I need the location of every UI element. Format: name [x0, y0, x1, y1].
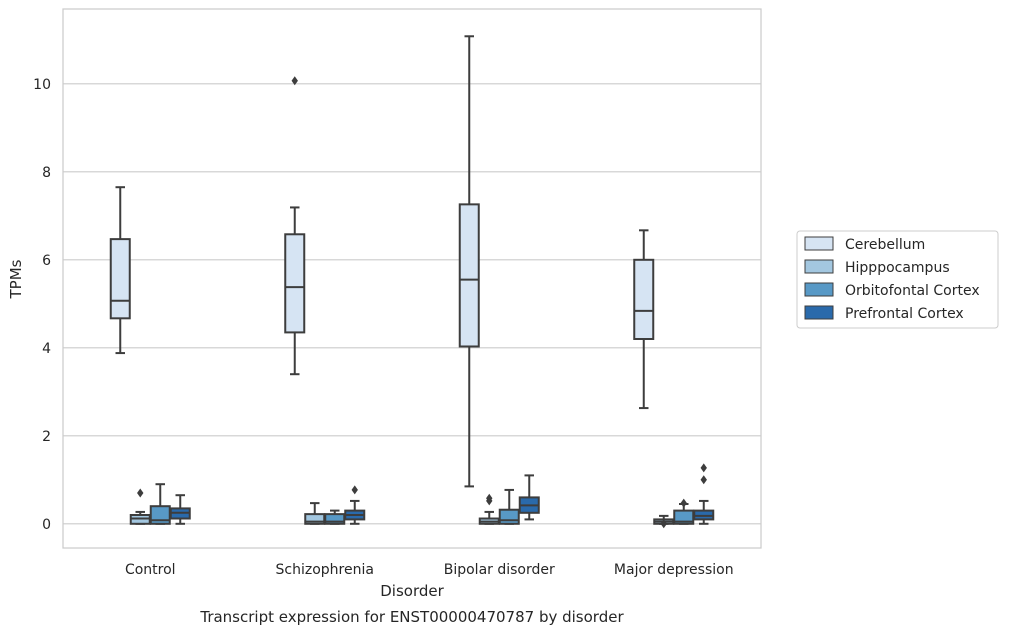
y-tick-label: 2: [42, 429, 51, 445]
x-tick-label: Bipolar disorder: [444, 562, 555, 578]
legend-swatch: [804, 282, 834, 297]
legend-label: Prefrontal Cortex: [845, 306, 964, 322]
box-2-2: [498, 488, 520, 525]
y-tick-label: 6: [42, 253, 51, 269]
legend-swatch: [804, 259, 834, 274]
plot-background: [63, 9, 761, 548]
outlier-point: [700, 475, 707, 485]
y-axis-label: TPMs: [7, 259, 25, 299]
box-0-2: [149, 483, 171, 525]
box-iqr: [633, 258, 655, 340]
legend-label: Orbitofontal Cortex: [845, 283, 980, 299]
box-0-0: [109, 186, 131, 355]
outlier-point: [351, 485, 358, 495]
outlier-point: [137, 488, 144, 498]
y-tick-label: 4: [42, 341, 51, 357]
x-tick-label: Major depression: [614, 562, 734, 578]
box-2-0: [458, 35, 480, 488]
legend-label: Hipppocampus: [845, 260, 950, 276]
plot-frame: [62, 8, 762, 549]
legend-label: Cerebellum: [845, 237, 925, 253]
legend-swatch: [804, 305, 834, 320]
y-tick-label: 8: [42, 165, 51, 181]
outlier-point: [291, 76, 298, 86]
box-1-3: [344, 485, 366, 525]
outlier-point: [660, 519, 667, 529]
x-axis-label: Disorder: [380, 582, 444, 600]
y-tick-label: 0: [42, 517, 51, 533]
box-iqr: [458, 203, 480, 348]
gridlines: [63, 83, 761, 525]
box-iqr: [284, 233, 306, 334]
x-tick-label: Schizophrenia: [276, 562, 374, 578]
box-3-3: [693, 463, 715, 525]
x-tick-label: Control: [125, 562, 176, 578]
box-groups: [109, 35, 715, 529]
y-tick-label: 10: [33, 77, 51, 93]
outlier-point: [680, 498, 687, 508]
legend-swatch: [804, 236, 834, 251]
box-iqr: [109, 238, 131, 320]
x-tick-labels: Control Schizophrenia Bipolar disorder Majo…: [125, 562, 734, 578]
legend: Cerebellum Hipppocampus Orbitofontal Corte…: [796, 230, 999, 329]
legend-frame: [796, 230, 999, 329]
box-iqr: [498, 508, 520, 525]
chart-caption: Transcript expression for ENST0000047078…: [199, 608, 624, 626]
box-2-1: [478, 493, 500, 525]
box-3-0: [633, 229, 655, 410]
box-0-3: [169, 494, 191, 525]
box-3-2: [673, 498, 695, 525]
box-1-0: [284, 76, 306, 376]
outlier-point: [486, 493, 493, 503]
outlier-point: [700, 463, 707, 473]
box-2-3: [518, 474, 540, 521]
y-tick-labels: 0 2 4 6 8 10: [33, 77, 51, 533]
